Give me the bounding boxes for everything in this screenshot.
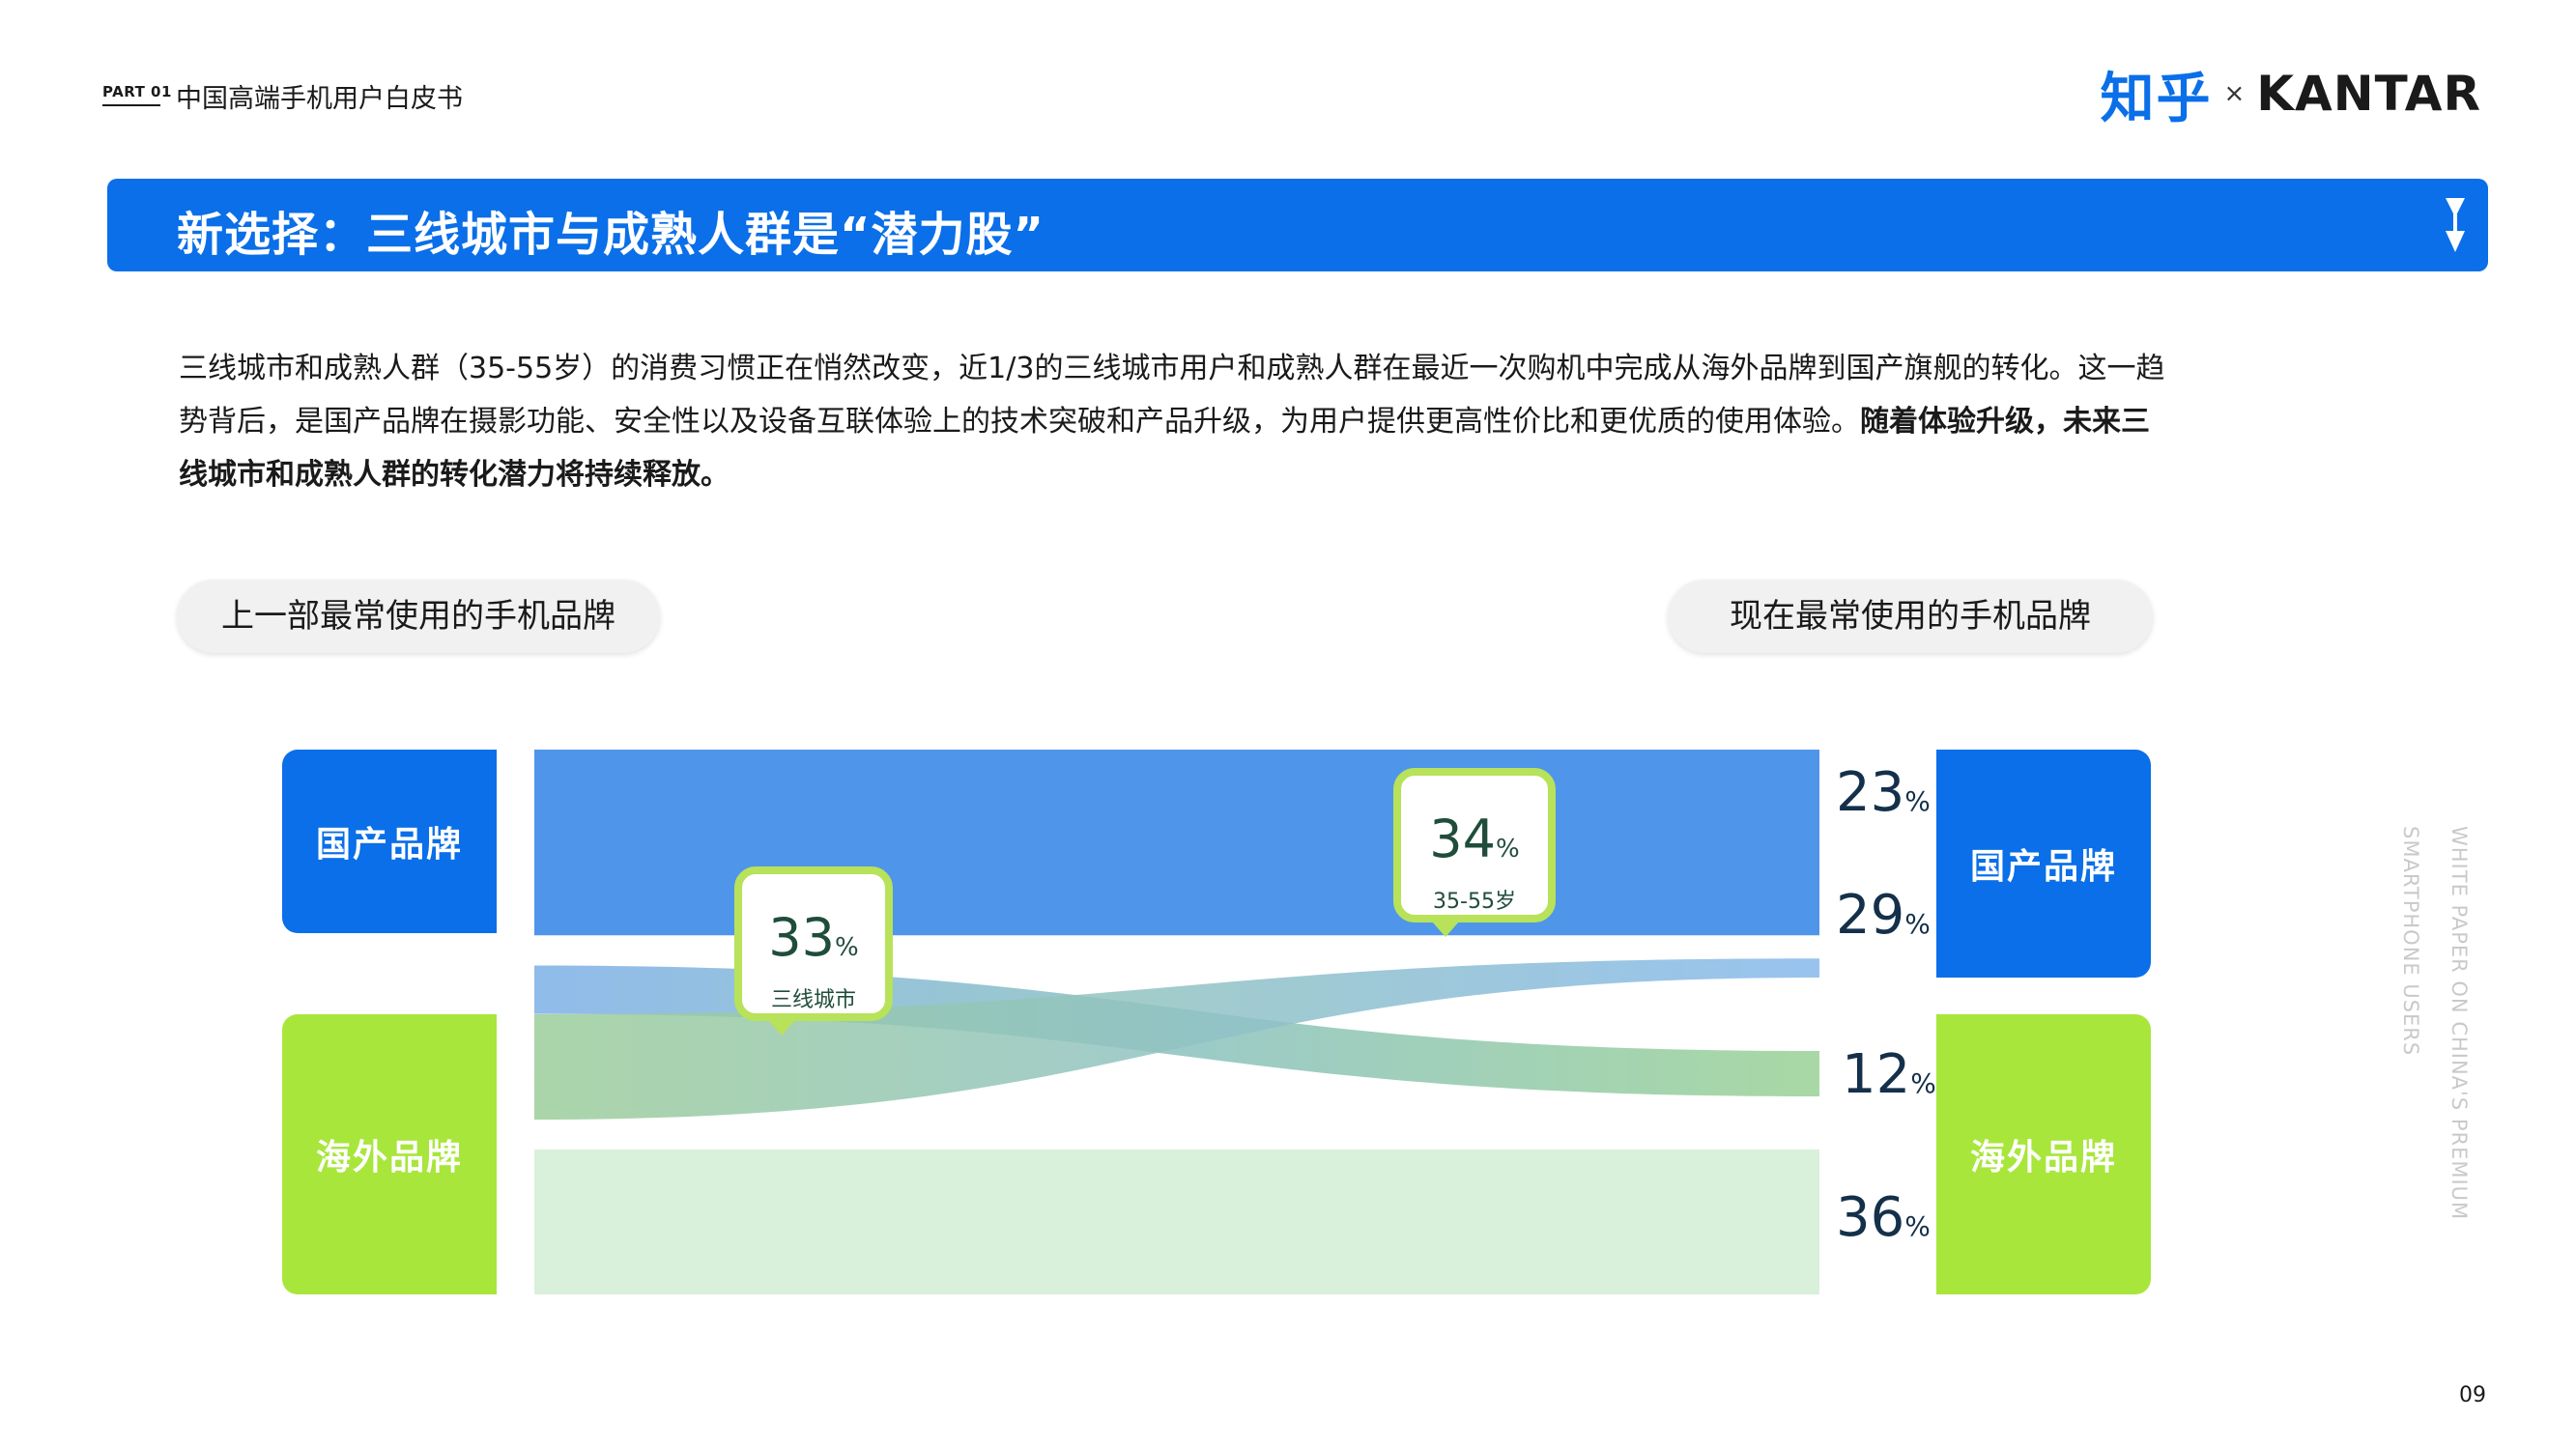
flow-label-dom-for: 12% [1842,1043,1936,1106]
callout-tier3-city: 33% 三线城市 [734,866,893,1021]
report-title: 中国高端手机用户白皮书 [176,84,463,114]
previous-brand-pill: 上一部最常使用的手机品牌 [177,580,660,653]
logo-separator: × [2223,79,2246,108]
intro-paragraph: 三线城市和成熟人群（35-55岁）的消费习惯正在悄然改变，近1/3的三线城市用户… [179,342,2169,501]
zhihu-logo: 知乎 [2100,67,2213,130]
callout-value: 34% [1429,809,1520,869]
section-title: 新选择：三线城市与成熟人群是“潜力股” [177,208,1045,262]
callout-value: 33% [768,907,859,968]
right-node-domestic: 国产品牌 [1936,750,2151,978]
right-node-foreign: 海外品牌 [1936,1014,2151,1294]
side-caption: WHITE PAPER ON CHINA'S PREMIUM SMARTPHON… [2399,826,2471,1221]
page-number: 09 [2459,1383,2486,1407]
flow-label-for-dom: 29% [1836,884,1931,947]
flow-label-for-for: 36% [1836,1186,1931,1249]
left-node-domestic: 国产品牌 [282,750,497,933]
kantar-logo: KANTAR [2256,66,2481,122]
intro-text: 三线城市和成熟人群（35-55岁）的消费习惯正在悄然改变，近1/3的三线城市用户… [179,352,2165,439]
callout-tail [1432,922,1459,937]
part-label: PART 01 [102,83,172,100]
flow-domestic-to-domestic [534,750,1819,936]
current-brand-pill: 现在最常使用的手机品牌 [1668,580,2153,653]
callout-tail [768,1020,795,1036]
callout-age-group: 34% 35-55岁 [1393,768,1556,923]
brand-logo: 知乎 × KANTAR [2100,60,2481,130]
flow-label-dom-dom: 23% [1836,761,1931,824]
callout-label: 三线城市 [770,988,856,1012]
bookmark-arrows-icon [2446,198,2465,252]
intro-emphasis: 随着体验升级，未来三线城市和成熟人群的转化潜力将持续释放。 [179,405,2150,492]
left-node-foreign: 海外品牌 [282,1014,497,1294]
flow-foreign-to-foreign [534,1150,1819,1294]
flow-foreign-to-domestic [534,958,1819,1121]
part-underline [102,104,160,106]
callout-label: 35-55岁 [1433,890,1516,914]
title-banner: 新选择：三线城市与成熟人群是“潜力股” [107,179,2488,271]
